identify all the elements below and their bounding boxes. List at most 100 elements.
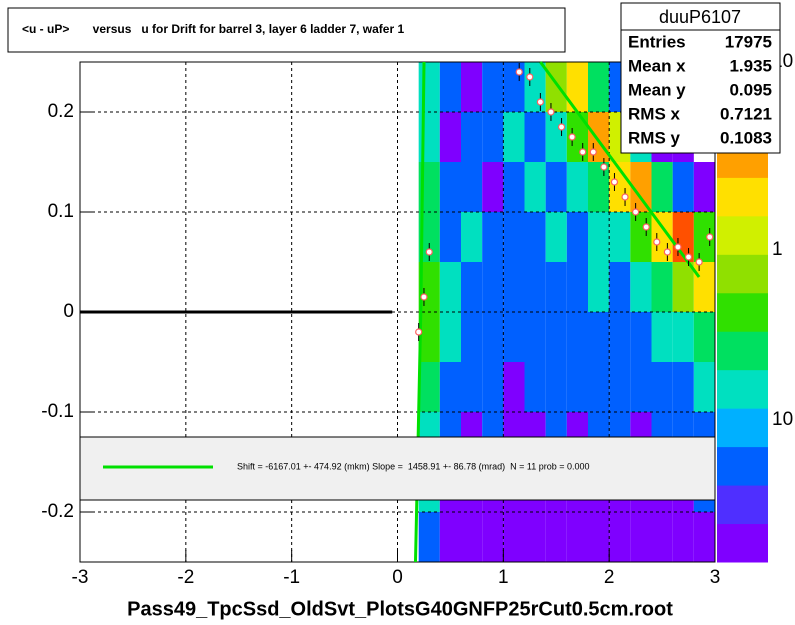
y-tick-label: -0.1 bbox=[41, 401, 74, 422]
profile-point bbox=[706, 233, 714, 241]
profile-point bbox=[536, 98, 544, 106]
heatmap-cell bbox=[651, 162, 673, 212]
profile-point bbox=[425, 248, 433, 256]
heatmap-cell bbox=[461, 262, 483, 312]
heatmap-cell bbox=[524, 162, 546, 212]
heatmap-cell bbox=[651, 512, 673, 562]
profile-point bbox=[579, 148, 587, 156]
heatmap-cell bbox=[524, 212, 546, 262]
heatmap-cell bbox=[609, 212, 631, 262]
colorbar-swatch bbox=[717, 485, 768, 525]
heatmap-cell bbox=[461, 212, 483, 262]
heatmap-cell bbox=[588, 262, 610, 312]
profile-point bbox=[600, 163, 608, 171]
fit-legend-box bbox=[79, 436, 716, 501]
profile-point bbox=[526, 73, 534, 81]
x-axis-label: Pass49_TpcSsd_OldSvt_PlotsG40GNFP25rCut0… bbox=[127, 598, 673, 620]
heatmap-cell bbox=[482, 162, 504, 212]
x-tick-label: -2 bbox=[177, 567, 194, 588]
heatmap-cell bbox=[566, 312, 588, 362]
heatmap-cell bbox=[651, 262, 673, 312]
heatmap-cell bbox=[693, 162, 715, 212]
heatmap-cell bbox=[693, 312, 715, 362]
heatmap-cell bbox=[524, 362, 546, 412]
heatmap-cell bbox=[588, 62, 610, 112]
heatmap-cell bbox=[461, 162, 483, 212]
stats-value: 0.7121 bbox=[720, 104, 772, 123]
title-box bbox=[7, 7, 566, 53]
stats-value: 0.1083 bbox=[720, 128, 772, 147]
profile-point bbox=[420, 293, 428, 301]
colorbar-swatch bbox=[717, 177, 768, 217]
profile-point bbox=[610, 178, 619, 186]
heatmap-cell bbox=[439, 62, 461, 112]
x-tick-label: -1 bbox=[283, 567, 300, 588]
heatmap-cell bbox=[651, 362, 673, 412]
stats-label: RMS x bbox=[628, 104, 681, 123]
stats-value: 0.095 bbox=[729, 80, 772, 99]
heatmap-cell bbox=[630, 362, 652, 412]
stats-value: 17975 bbox=[725, 32, 772, 51]
heatmap-cell bbox=[439, 212, 461, 262]
heatmap-cell bbox=[566, 362, 588, 412]
heatmap-cell bbox=[566, 212, 588, 262]
heatmap-cell bbox=[503, 162, 525, 212]
heatmap-cell bbox=[503, 212, 525, 262]
heatmap-cell bbox=[461, 362, 483, 412]
heatmap-cell bbox=[630, 262, 652, 312]
profile-point bbox=[621, 193, 629, 201]
heatmap-cell bbox=[503, 512, 525, 562]
colorbar-swatch bbox=[717, 446, 768, 486]
heatmap-cell bbox=[588, 212, 610, 262]
profile-point bbox=[663, 248, 671, 256]
heatmap-cell bbox=[461, 62, 483, 112]
profile-point bbox=[653, 238, 661, 246]
heatmap-cell bbox=[545, 262, 567, 312]
heatmap-cell bbox=[524, 112, 546, 162]
heatmap-cell bbox=[545, 312, 567, 362]
heatmap-cell bbox=[482, 112, 504, 162]
heatmap-cell bbox=[672, 512, 694, 562]
x-tick-label: -3 bbox=[72, 567, 89, 588]
heatmap-cell bbox=[418, 212, 440, 262]
stats-box bbox=[620, 2, 781, 154]
heatmap-cell bbox=[545, 212, 567, 262]
x-tick-label: 0 bbox=[392, 567, 403, 588]
colorbar-swatch bbox=[717, 523, 768, 563]
stats-label: Mean y bbox=[628, 80, 686, 99]
heatmap-cell bbox=[482, 212, 504, 262]
heatmap-cell bbox=[482, 62, 504, 112]
profile-point bbox=[547, 108, 555, 116]
colorbar-swatch bbox=[717, 254, 768, 294]
chart-title: <u - uP> versus u for Drift for barrel 3… bbox=[22, 22, 404, 36]
heatmap-cell bbox=[609, 512, 631, 562]
heatmap-cell bbox=[609, 262, 631, 312]
profile-point bbox=[695, 258, 703, 266]
profile-point bbox=[642, 223, 650, 231]
heatmap-cell bbox=[588, 512, 610, 562]
heatmap-cell bbox=[439, 362, 461, 412]
colorbar-swatch bbox=[717, 331, 768, 371]
profile-point bbox=[674, 243, 682, 251]
heatmap-cell bbox=[503, 312, 525, 362]
colorbar-swatch bbox=[717, 408, 768, 448]
heatmap-cell bbox=[439, 112, 461, 162]
heatmap-cell bbox=[482, 312, 504, 362]
stats-value: 1.935 bbox=[729, 56, 772, 75]
heatmap-cell bbox=[630, 212, 652, 262]
y-tick-label: -0.2 bbox=[41, 501, 74, 522]
heatmap-cell bbox=[672, 362, 694, 412]
x-tick-label: 3 bbox=[710, 567, 721, 588]
heatmap-cell bbox=[588, 312, 610, 362]
heatmap-cell bbox=[503, 362, 525, 412]
y-tick-label: 0 bbox=[63, 301, 74, 322]
heatmap-cell bbox=[672, 162, 694, 212]
heatmap-cell bbox=[524, 512, 546, 562]
heatmap-cell bbox=[545, 112, 567, 162]
heatmap-cell bbox=[482, 362, 504, 412]
heatmap-cell bbox=[693, 512, 715, 562]
profile-point bbox=[515, 68, 523, 76]
heatmap-cell bbox=[693, 212, 715, 262]
heatmap-cell bbox=[566, 512, 588, 562]
